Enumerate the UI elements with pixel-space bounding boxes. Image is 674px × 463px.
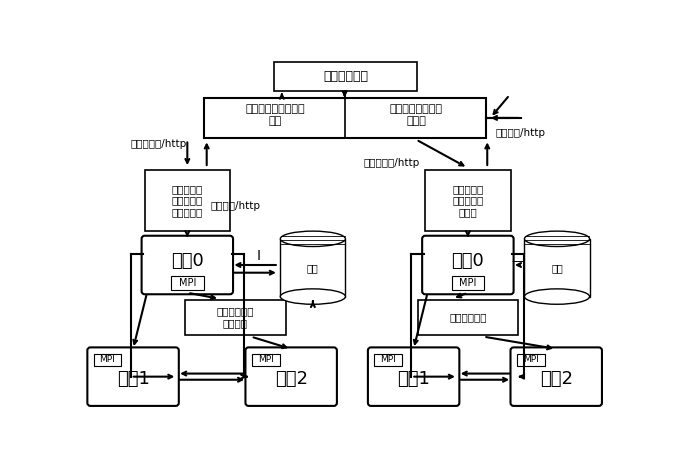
Text: 进程2: 进程2 xyxy=(275,370,307,388)
Ellipse shape xyxy=(280,231,346,246)
Text: 主流计算远程调用
客户端: 主流计算远程调用 客户端 xyxy=(390,104,442,125)
FancyBboxPatch shape xyxy=(510,347,602,406)
FancyBboxPatch shape xyxy=(368,347,460,406)
Bar xyxy=(185,300,286,335)
Text: —: — xyxy=(511,256,524,269)
Bar xyxy=(374,354,402,366)
Text: 进程1: 进程1 xyxy=(397,370,430,388)
Text: MPI: MPI xyxy=(257,355,274,364)
FancyBboxPatch shape xyxy=(422,236,514,294)
Text: 进程1: 进程1 xyxy=(117,370,150,388)
Text: 主流计算远
程调用服务
端进程: 主流计算远 程调用服务 端进程 xyxy=(452,184,483,217)
Ellipse shape xyxy=(524,289,590,304)
Text: 指令及参数/http: 指令及参数/http xyxy=(131,139,187,149)
Bar xyxy=(280,239,346,297)
Text: 进程2: 进程2 xyxy=(540,370,573,388)
Text: MPI: MPI xyxy=(523,355,539,364)
Text: 存储: 存储 xyxy=(551,263,563,273)
Bar xyxy=(417,300,518,335)
Bar xyxy=(145,169,230,231)
Text: 进程0: 进程0 xyxy=(171,252,204,270)
Bar xyxy=(524,239,590,297)
Text: 存储: 存储 xyxy=(307,263,319,273)
Text: 响应结果/http: 响应结果/http xyxy=(210,200,261,211)
Text: I: I xyxy=(257,249,261,263)
Ellipse shape xyxy=(280,289,346,304)
Text: MPI: MPI xyxy=(179,278,196,288)
Bar xyxy=(94,354,121,366)
Bar xyxy=(171,276,204,290)
Text: 进程0: 进程0 xyxy=(452,252,484,270)
Text: 多孔介质计
算远程调用
服务端进程: 多孔介质计 算远程调用 服务端进程 xyxy=(172,184,203,217)
Text: MPI: MPI xyxy=(100,355,115,364)
FancyBboxPatch shape xyxy=(88,347,179,406)
Bar xyxy=(425,169,510,231)
Bar xyxy=(452,276,484,290)
Text: MPI: MPI xyxy=(459,278,477,288)
FancyBboxPatch shape xyxy=(142,236,233,294)
Text: 指令及参数/http: 指令及参数/http xyxy=(363,158,419,169)
Bar xyxy=(517,354,545,366)
Text: 主流计算模块: 主流计算模块 xyxy=(449,313,487,322)
Bar xyxy=(204,98,487,138)
Text: MPI: MPI xyxy=(380,355,396,364)
Bar xyxy=(251,354,280,366)
Ellipse shape xyxy=(524,231,590,246)
Text: 耦合控制设置: 耦合控制设置 xyxy=(323,70,368,83)
Text: 多孔介质流动
计算模块: 多孔介质流动 计算模块 xyxy=(216,307,254,328)
Bar xyxy=(274,62,417,91)
Text: 响应结果/http: 响应结果/http xyxy=(495,128,545,138)
FancyBboxPatch shape xyxy=(245,347,337,406)
Text: 多孔介质远程调用客
户端: 多孔介质远程调用客 户端 xyxy=(245,104,305,125)
